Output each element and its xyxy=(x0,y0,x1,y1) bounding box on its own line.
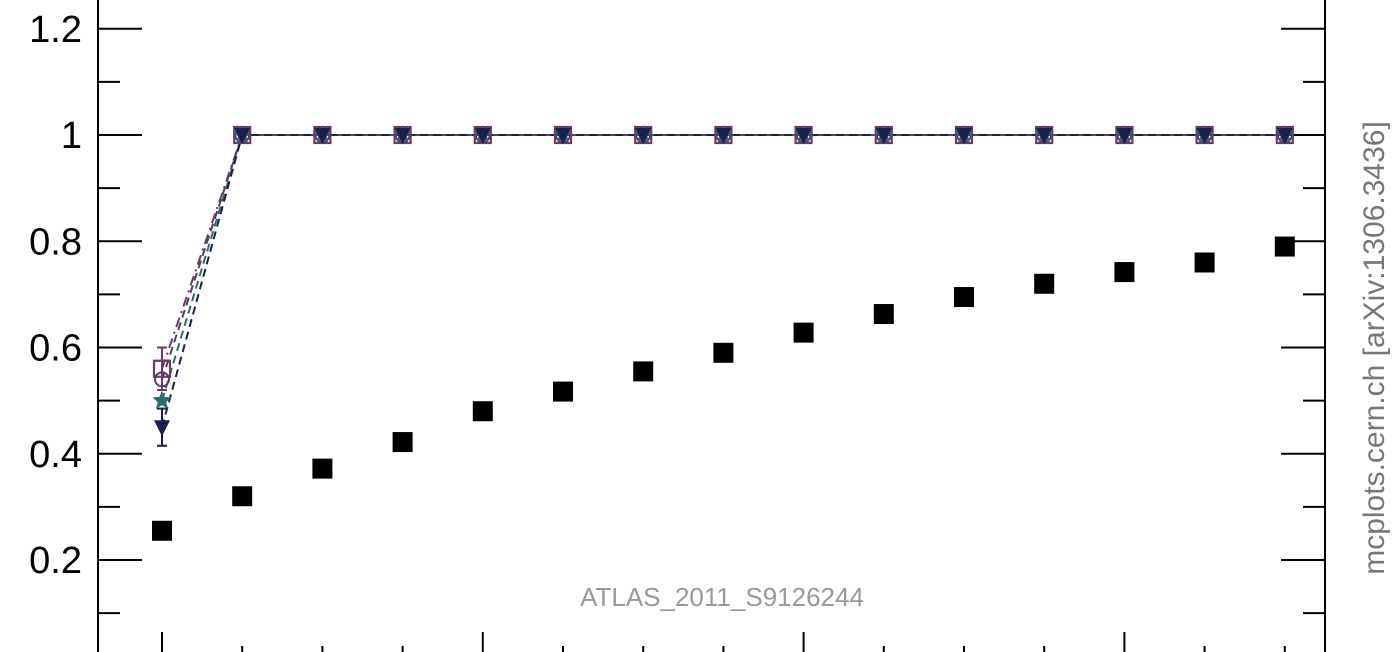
data-point xyxy=(1034,273,1055,294)
data-point xyxy=(232,486,253,507)
data-point xyxy=(1276,128,1293,144)
plot-axes xyxy=(97,0,1326,652)
data-point xyxy=(635,128,652,144)
y-tick-label: 1.2 xyxy=(29,9,82,51)
data-points xyxy=(152,125,1295,541)
data-point xyxy=(154,420,170,437)
tick-marks xyxy=(98,27,1325,652)
data-point xyxy=(873,304,894,325)
data-point xyxy=(392,432,413,453)
y-tick-label: 1 xyxy=(61,115,82,157)
data-point xyxy=(152,359,172,378)
data-point xyxy=(1114,262,1135,283)
y-tick-label: 0.6 xyxy=(29,328,82,370)
source-label: mcplots.cern.ch [arXiv:1306.3436] xyxy=(1358,121,1391,575)
data-point xyxy=(312,458,333,479)
series-line-1 xyxy=(161,134,1285,370)
data-point xyxy=(1116,128,1133,144)
data-point xyxy=(954,287,974,308)
analysis-id-label: ATLAS_2011_S9126244 xyxy=(580,582,864,612)
data-point xyxy=(875,128,892,144)
data-point xyxy=(795,128,812,144)
data-point xyxy=(394,128,411,144)
data-point xyxy=(154,371,170,388)
data-point xyxy=(715,128,732,144)
y-tick-labels: 0.2 0.4 0.6 0.8 1 1.2 xyxy=(29,9,82,582)
data-point xyxy=(1036,128,1053,144)
data-point xyxy=(1194,252,1215,273)
data-point xyxy=(234,128,251,144)
data-point xyxy=(633,361,654,382)
data-point xyxy=(713,342,734,363)
y-tick-label: 0.8 xyxy=(29,221,82,263)
data-point xyxy=(793,322,814,343)
data-point xyxy=(472,401,493,422)
data-point xyxy=(956,128,972,144)
y-tick-label: 0.4 xyxy=(29,434,82,476)
data-point xyxy=(553,381,573,402)
data-point xyxy=(555,128,571,144)
data-point xyxy=(1274,236,1295,257)
data-point xyxy=(1196,128,1213,144)
data-point xyxy=(474,128,491,144)
data-point xyxy=(314,128,331,144)
series-line-2 xyxy=(161,134,1285,380)
data-point xyxy=(152,390,172,409)
data-point xyxy=(152,520,172,541)
y-tick-label: 0.2 xyxy=(29,540,82,582)
